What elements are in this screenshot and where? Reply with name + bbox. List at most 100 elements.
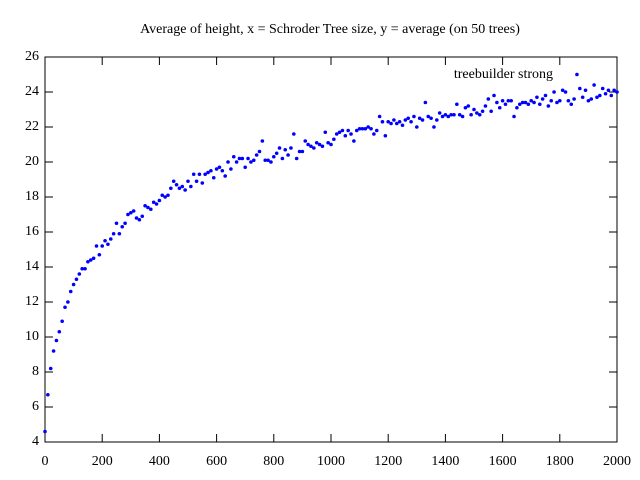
data-point: [512, 114, 516, 119]
data-point: [189, 184, 193, 189]
data-point: [297, 149, 302, 154]
data-point: [48, 366, 53, 371]
data-point: [163, 195, 167, 199]
data-point: [74, 277, 79, 282]
data-point: [586, 98, 591, 103]
data-point: [200, 181, 205, 185]
data-point: [363, 126, 368, 131]
data-point: [600, 86, 605, 91]
x-tick-label: 0: [42, 454, 49, 469]
data-point: [114, 221, 119, 226]
data-point: [572, 97, 576, 101]
data-point: [312, 146, 316, 150]
data-point: [426, 114, 431, 119]
data-point: [71, 282, 76, 287]
data-point: [211, 175, 216, 180]
data-point: [532, 100, 536, 105]
data-point: [392, 118, 396, 122]
data-point: [560, 88, 565, 93]
data-point: [380, 119, 385, 124]
data-point: [566, 98, 571, 103]
data-point: [46, 392, 50, 397]
data-point: [389, 121, 393, 126]
data-point: [260, 139, 265, 143]
data-point: [66, 300, 70, 304]
data-point: [194, 179, 199, 184]
y-tick-label: 24: [25, 84, 39, 99]
data-point: [429, 116, 433, 121]
data-point: [129, 210, 133, 215]
legend-label: treebuilder strong: [454, 67, 553, 82]
data-point: [540, 97, 545, 101]
data-point: [452, 112, 456, 117]
data-point: [383, 133, 388, 138]
data-point: [409, 119, 413, 124]
data-point: [257, 149, 262, 154]
data-point: [469, 112, 473, 117]
data-point: [246, 156, 250, 161]
data-point: [249, 160, 253, 164]
data-point: [420, 118, 425, 122]
data-point: [437, 111, 442, 115]
data-point: [151, 200, 156, 205]
x-tick-label: 800: [263, 454, 284, 469]
data-point: [303, 139, 308, 143]
data-point: [60, 319, 64, 324]
data-point: [229, 167, 233, 171]
data-point: [63, 305, 67, 310]
data-point: [140, 214, 145, 219]
data-point: [466, 104, 471, 108]
data-point: [80, 266, 84, 271]
data-point: [77, 272, 82, 276]
data-point: [529, 98, 533, 103]
data-point: [217, 165, 222, 170]
x-tick-label: 600: [206, 454, 227, 469]
data-point: [609, 93, 614, 98]
data-point: [254, 153, 259, 157]
data-point: [180, 184, 185, 189]
data-point: [432, 125, 436, 129]
data-point: [177, 186, 182, 191]
data-point: [320, 144, 325, 149]
data-point: [88, 258, 93, 262]
data-point: [209, 168, 213, 173]
data-point: [111, 231, 116, 236]
data-point: [171, 179, 176, 184]
y-tick-label: 16: [25, 224, 39, 239]
data-point: [120, 224, 125, 229]
data-point: [489, 109, 493, 114]
data-point: [583, 88, 588, 93]
data-point: [329, 142, 333, 147]
data-point: [306, 142, 310, 147]
y-tick-label: 20: [25, 154, 39, 169]
data-point: [126, 212, 130, 217]
data-point: [400, 123, 405, 128]
data-point: [214, 167, 219, 171]
data-point: [234, 160, 239, 164]
data-point: [108, 237, 113, 241]
y-tick-label: 6: [32, 399, 39, 414]
data-point: [309, 144, 313, 149]
data-point: [274, 151, 279, 156]
data-point: [340, 128, 345, 133]
data-point: [106, 242, 110, 247]
data-point: [292, 132, 296, 136]
data-point: [615, 90, 619, 94]
data-point: [435, 118, 439, 122]
data-point: [535, 95, 539, 100]
data-point: [68, 289, 73, 294]
data-point: [326, 140, 330, 145]
data-point: [463, 105, 468, 110]
data-point: [317, 142, 322, 147]
plot-frame: [44, 56, 618, 443]
data-point: [137, 217, 142, 222]
data-point: [117, 231, 122, 236]
data-point: [526, 102, 531, 107]
data-point: [346, 128, 350, 133]
data-point: [91, 256, 96, 261]
y-tick-label: 22: [25, 119, 39, 134]
data-point: [280, 156, 285, 161]
data-point: [191, 172, 196, 177]
data-point: [446, 114, 451, 119]
y-tick-label: 26: [25, 49, 39, 64]
